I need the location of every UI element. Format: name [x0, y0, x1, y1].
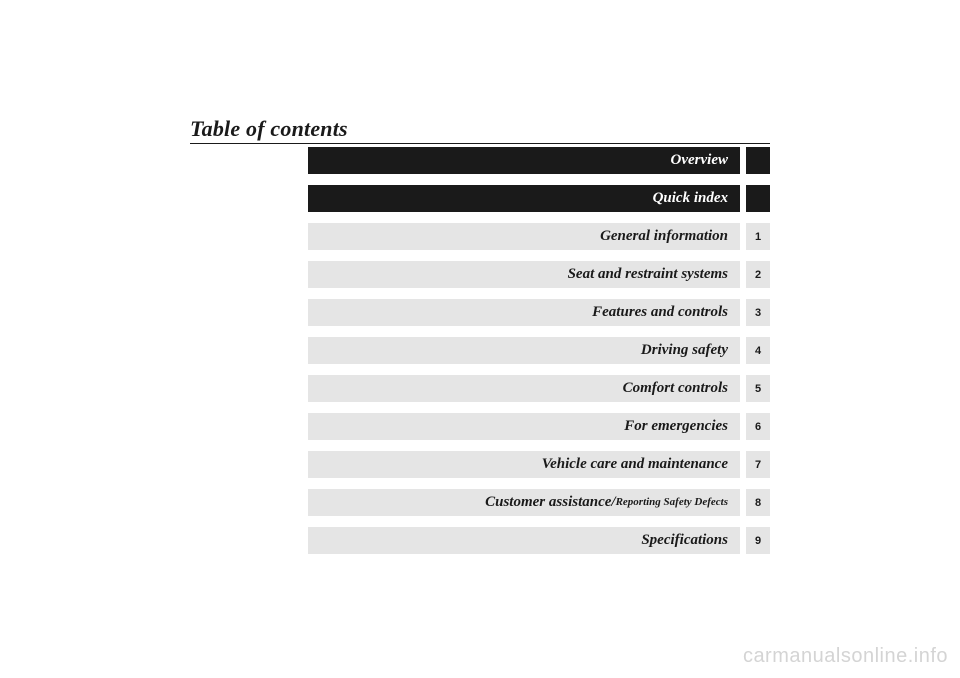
toc-rows: Overview Quick index General information…: [308, 147, 770, 554]
toc-label-main: Customer assistance/: [485, 495, 615, 510]
toc-label: Vehicle care and maintenance: [308, 451, 740, 478]
toc-tab: 1: [746, 223, 770, 250]
toc-label: Specifications: [308, 527, 740, 554]
toc-row-vehicle-care: Vehicle care and maintenance 7: [308, 451, 770, 478]
toc-label: For emergencies: [308, 413, 740, 440]
toc-tab: 9: [746, 527, 770, 554]
toc-tab: [746, 185, 770, 212]
toc-row-general-information: General information 1: [308, 223, 770, 250]
toc-row-features-controls: Features and controls 3: [308, 299, 770, 326]
toc-row-driving-safety: Driving safety 4: [308, 337, 770, 364]
toc-row-overview: Overview: [308, 147, 770, 174]
toc-label: Quick index: [308, 185, 740, 212]
toc-tab: 2: [746, 261, 770, 288]
page: Table of contents Overview Quick index G…: [0, 0, 960, 678]
toc-row-seat-restraint: Seat and restraint systems 2: [308, 261, 770, 288]
toc-tab: 5: [746, 375, 770, 402]
toc-tab: 3: [746, 299, 770, 326]
toc-row-customer-assistance: Customer assistance/Reporting Safety Def…: [308, 489, 770, 516]
toc-label-sub: Reporting Safety Defects: [616, 497, 728, 508]
title-underline: [190, 143, 770, 144]
toc-row-comfort-controls: Comfort controls 5: [308, 375, 770, 402]
page-title: Table of contents: [190, 116, 348, 142]
toc-label: Features and controls: [308, 299, 740, 326]
toc-label: General information: [308, 223, 740, 250]
toc-row-quick-index: Quick index: [308, 185, 770, 212]
toc-tab: 4: [746, 337, 770, 364]
toc-label: Customer assistance/Reporting Safety Def…: [308, 489, 740, 516]
toc-label: Comfort controls: [308, 375, 740, 402]
watermark-text: carmanualsonline.info: [743, 645, 948, 668]
toc-label: Seat and restraint systems: [308, 261, 740, 288]
toc-tab: 7: [746, 451, 770, 478]
toc-label: Overview: [308, 147, 740, 174]
toc-row-specifications: Specifications 9: [308, 527, 770, 554]
toc-label: Driving safety: [308, 337, 740, 364]
toc-row-for-emergencies: For emergencies 6: [308, 413, 770, 440]
toc-tab: 6: [746, 413, 770, 440]
toc-tab: [746, 147, 770, 174]
toc-tab: 8: [746, 489, 770, 516]
